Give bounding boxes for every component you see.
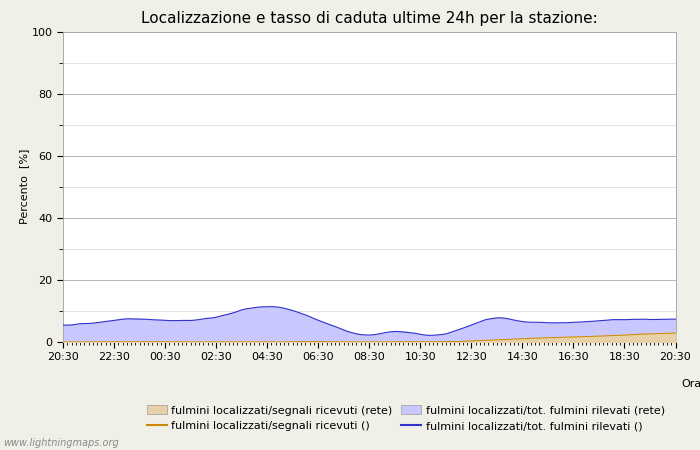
Legend: fulmini localizzati/segnali ricevuti (rete), fulmini localizzati/segnali ricevut: fulmini localizzati/segnali ricevuti (re…	[142, 401, 669, 436]
Title: Localizzazione e tasso di caduta ultime 24h per la stazione:: Localizzazione e tasso di caduta ultime …	[141, 11, 598, 26]
Text: www.lightningmaps.org: www.lightningmaps.org	[4, 438, 119, 448]
Text: Orario: Orario	[682, 379, 700, 389]
Y-axis label: Percento  [%]: Percento [%]	[19, 149, 29, 225]
